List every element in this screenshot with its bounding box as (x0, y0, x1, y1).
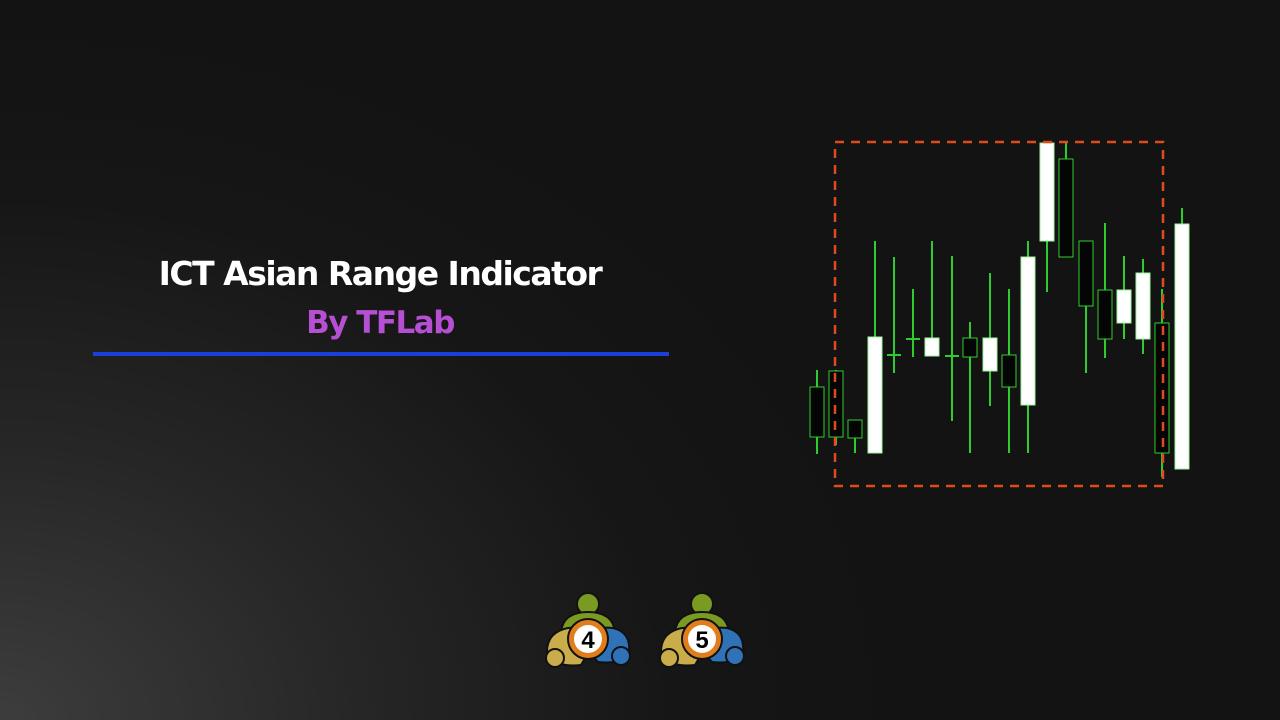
candle-bullish (1174, 223, 1190, 470)
page-subtitle: By TFLab (306, 305, 455, 341)
candle-bullish (1135, 272, 1151, 340)
candle-bearish (1154, 322, 1170, 454)
candle-bearish (962, 337, 978, 358)
metatrader-4-logo: 4 (543, 590, 633, 675)
metatrader-icon: 4 (545, 592, 631, 668)
candle-bearish (809, 386, 825, 438)
logo-label: 5 (695, 627, 708, 654)
candle-bullish (924, 337, 940, 357)
page-title: ICT Asian Range Indicator (158, 254, 603, 293)
logo-label: 4 (581, 627, 595, 654)
metatrader-5-logo: 5 (657, 590, 747, 675)
metatrader-icon: 5 (659, 592, 745, 668)
candle-bearish (1097, 289, 1113, 340)
candle-bullish (867, 336, 883, 454)
candle-bullish (1116, 289, 1132, 324)
asian-range-box (833, 140, 1165, 488)
candle-bearish (1001, 354, 1017, 388)
candle-bearish (847, 419, 863, 439)
candle-bearish (1078, 240, 1094, 307)
candle-bullish (982, 337, 998, 372)
candle-bullish (1039, 142, 1055, 242)
title-underline (93, 352, 669, 356)
candle-bearish (1058, 158, 1074, 258)
candle-bullish (1020, 256, 1036, 406)
